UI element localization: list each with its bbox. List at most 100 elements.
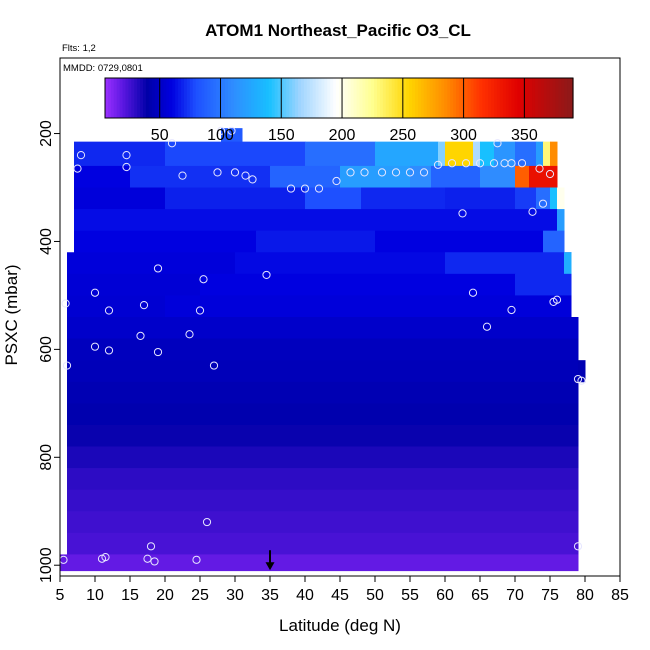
colorbar-swatch	[230, 78, 235, 118]
observation-point	[493, 139, 502, 148]
colorbar-frame	[104, 77, 574, 119]
colorbar-swatch	[543, 78, 548, 118]
colorbar-swatch	[298, 78, 302, 118]
observation-point	[433, 160, 443, 169]
heatmap-cell	[578, 360, 586, 383]
heatmap-cell	[67, 252, 236, 275]
colorbar-swatch	[257, 78, 261, 118]
heatmap-cell	[67, 424, 579, 447]
colorbar-swatch	[344, 78, 349, 118]
colorbar-swatch	[505, 78, 510, 118]
colorbar-tick-label: 300	[450, 127, 477, 144]
colorbar-swatch	[488, 78, 492, 118]
heatmap-cell	[473, 141, 481, 167]
colorbar-swatch	[233, 78, 238, 118]
heatmap-cell	[235, 252, 446, 275]
colorbar-swatch	[514, 78, 519, 118]
heatmap-cell	[361, 187, 446, 210]
heatmap-cell	[536, 141, 544, 167]
colorbar-swatch	[435, 78, 440, 118]
observation-point	[577, 376, 586, 385]
dates-annotation: MMDD: 0729,0801	[63, 63, 143, 74]
heatmap-cell	[550, 141, 558, 167]
heatmap-cell	[256, 230, 376, 253]
x-tick-label: 20	[156, 587, 174, 604]
observation-point	[104, 306, 114, 315]
x-axis-label: Latitude (deg N)	[279, 616, 401, 635]
colorbar-swatch	[236, 78, 241, 118]
observation-point	[61, 299, 70, 308]
colorbar-swatch	[201, 78, 206, 118]
heatmap-cell	[445, 187, 516, 210]
colorbar-swatch	[508, 78, 513, 118]
y-tick-label: 400	[38, 228, 55, 255]
x-tick-label: 25	[191, 587, 209, 604]
observation-point	[262, 270, 271, 280]
colorbar-tick-label: 100	[207, 127, 234, 144]
position-marker-arrow	[265, 550, 275, 571]
observation-point	[199, 275, 208, 284]
observation-point	[461, 159, 471, 168]
heatmap-cell	[557, 209, 565, 232]
colorbar-swatch	[327, 78, 331, 118]
observation-point	[458, 209, 467, 218]
colorbar-swatch	[309, 78, 314, 118]
colorbar-swatch	[306, 78, 311, 118]
observation-point	[419, 168, 429, 177]
y-axis: 200 400 600 800 1000	[38, 120, 61, 583]
colorbar-swatch	[450, 78, 454, 118]
colorbar-swatch	[251, 78, 255, 118]
colorbar-swatch	[464, 78, 469, 118]
colorbar-swatch	[131, 78, 135, 118]
observation-point	[573, 542, 583, 551]
colorbar-swatch	[116, 78, 121, 118]
colorbar-swatch	[195, 78, 200, 118]
colorbar-swatch	[537, 78, 542, 118]
observation-point	[90, 342, 100, 351]
colorbar-swatch	[511, 78, 516, 118]
heatmap-cell	[67, 317, 579, 340]
colorbar-swatch	[283, 78, 287, 118]
colorbar-swatch	[254, 78, 258, 118]
colorbar-swatch	[479, 78, 483, 118]
colorbar-swatch	[552, 78, 557, 118]
heatmap-cell	[515, 187, 537, 210]
colorbar-swatch	[438, 78, 442, 118]
colorbar-swatch	[262, 78, 267, 118]
heatmap-cell	[165, 141, 306, 167]
colorbar-swatch	[154, 78, 159, 118]
colorbar-swatch	[362, 78, 366, 118]
colorbar-swatch	[242, 78, 246, 118]
heatmap-cell	[130, 165, 271, 188]
colorbar-swatch	[239, 78, 244, 118]
heatmap-cell	[543, 230, 565, 253]
colorbar-swatch	[260, 78, 264, 118]
colorbar-swatch	[186, 78, 191, 118]
observation-point	[286, 184, 296, 193]
colorbar-swatch	[324, 78, 328, 118]
x-tick-label: 45	[331, 587, 349, 604]
colorbar-swatch	[502, 78, 507, 118]
observation-point	[507, 305, 516, 315]
colorbar-swatch	[274, 78, 279, 118]
colorbar-swatch	[178, 78, 182, 118]
heatmap-cell	[165, 187, 306, 210]
colorbar-swatch	[453, 78, 457, 118]
heatmap-cell	[445, 252, 572, 275]
observation-point	[216, 126, 226, 135]
colorbar-swatch	[137, 78, 141, 118]
observation-point	[101, 553, 110, 562]
observation-point	[346, 168, 355, 177]
colorbar-swatch	[558, 78, 562, 118]
heatmap-cell	[515, 165, 530, 188]
colorbar-swatch	[110, 78, 115, 118]
colorbar-swatch	[143, 78, 147, 118]
heatmap-cell	[375, 141, 439, 167]
heatmap-cell	[74, 165, 131, 188]
heatmap-cell	[67, 446, 579, 469]
colorbar-swatch	[432, 78, 437, 118]
colorbar-swatch	[368, 78, 372, 118]
colorbar-swatch	[444, 78, 448, 118]
colorbar-swatch	[423, 78, 428, 118]
heatmap-cell	[67, 468, 579, 491]
